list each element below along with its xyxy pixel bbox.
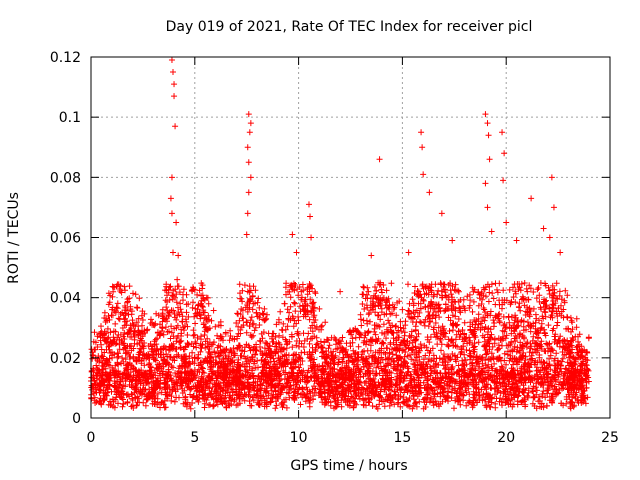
data-point [376, 156, 383, 163]
x-tick-label: 20 [497, 430, 515, 446]
data-point [482, 111, 489, 118]
data-point [170, 249, 177, 256]
data-point [245, 111, 252, 118]
data-point [550, 204, 557, 211]
data-point [484, 120, 491, 127]
background-scatter [88, 279, 592, 412]
data-point [337, 288, 344, 295]
data-point [484, 204, 491, 211]
data-point [289, 231, 296, 238]
x-tick-label: 10 [290, 430, 308, 446]
data-point [293, 249, 300, 256]
data-point [488, 228, 495, 235]
data-point [170, 69, 177, 76]
y-tick-label: 0.06 [50, 231, 81, 247]
y-tick-label: 0 [72, 411, 81, 427]
data-point [548, 174, 555, 181]
x-tick-label: 15 [393, 430, 411, 446]
data-point [438, 210, 445, 217]
data-point [246, 129, 253, 136]
data-point [244, 210, 251, 217]
data-points [88, 57, 592, 412]
data-point [557, 249, 564, 256]
data-point [245, 159, 252, 166]
x-tick-label: 0 [87, 430, 96, 446]
data-point [546, 234, 553, 241]
x-tick-label: 25 [601, 430, 619, 446]
data-point [175, 252, 182, 259]
chart-title: Day 019 of 2021, Rate Of TEC Index for r… [166, 19, 533, 35]
x-axis-label: GPS time / hours [290, 458, 407, 474]
data-point [247, 174, 254, 181]
data-point [168, 210, 175, 217]
data-point [485, 132, 492, 139]
data-point [349, 339, 356, 346]
data-point [305, 201, 312, 208]
data-point [528, 195, 535, 202]
data-point [486, 156, 493, 163]
data-point [405, 249, 412, 256]
data-point [501, 150, 508, 157]
data-point [482, 180, 489, 187]
x-tick-label: 5 [190, 430, 199, 446]
data-point [499, 129, 506, 136]
data-point [513, 237, 520, 244]
data-point [307, 213, 314, 220]
y-tick-label: 0.1 [59, 110, 81, 126]
data-point [418, 129, 425, 136]
data-point [172, 123, 179, 130]
data-point [244, 144, 251, 151]
data-point [368, 252, 375, 259]
data-point [449, 237, 456, 244]
data-point [171, 93, 178, 100]
data-point [168, 57, 175, 64]
data-point [171, 81, 178, 88]
data-point [247, 120, 254, 127]
data-point [174, 276, 181, 283]
data-point [500, 177, 507, 184]
data-point [167, 195, 174, 202]
data-point [503, 219, 510, 226]
y-tick-label: 0.12 [50, 50, 81, 66]
data-point [173, 219, 180, 226]
data-point [245, 189, 252, 196]
y-tick-label: 0.04 [50, 291, 81, 307]
y-tick-label: 0.08 [50, 170, 81, 186]
data-point [426, 189, 433, 196]
y-tick-label: 0.02 [50, 351, 81, 367]
y-axis-label: ROTI / TECUs [6, 192, 22, 284]
axis-ticks: 0 0.02 0.04 0.06 0.08 0.1 0.12 0 5 10 15 20 25 [50, 50, 619, 446]
data-point [419, 144, 426, 151]
data-point [168, 174, 175, 181]
data-point [308, 234, 315, 241]
data-point [573, 315, 580, 322]
data-point [243, 231, 250, 238]
data-point [420, 171, 427, 178]
data-point [540, 225, 547, 232]
